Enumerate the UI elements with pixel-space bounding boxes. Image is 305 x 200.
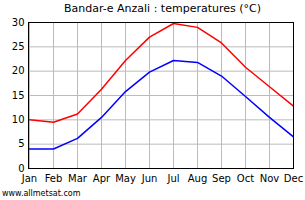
svg-text:May: May (115, 173, 136, 184)
svg-text:Dec: Dec (284, 173, 303, 184)
svg-text:Oct: Oct (237, 173, 254, 184)
svg-text:5: 5 (18, 138, 24, 149)
svg-text:Aug: Aug (188, 173, 208, 184)
svg-text:Apr: Apr (93, 173, 111, 184)
html-text:www.allmetsat.com: www.allmetsat.com (2, 189, 81, 198)
svg-text:Feb: Feb (45, 173, 63, 184)
svg-text:Jun: Jun (141, 173, 158, 184)
svg-text:Jul: Jul (166, 173, 179, 184)
svg-text:Nov: Nov (260, 173, 280, 184)
html-text:Bandar-e Anzali : temperatures: Bandar-e Anzali : temperatures (°C) (64, 2, 261, 15)
svg-text:0: 0 (18, 162, 25, 174)
svg-text:30: 30 (12, 18, 25, 28)
svg-text:Mar: Mar (68, 173, 88, 184)
svg-text:10: 10 (12, 114, 25, 125)
svg-text:20: 20 (12, 65, 25, 76)
svg-text:Sep: Sep (212, 173, 231, 184)
svg-text:25: 25 (12, 41, 25, 52)
svg-text:Jan: Jan (21, 173, 37, 184)
svg-text:15: 15 (12, 90, 25, 101)
